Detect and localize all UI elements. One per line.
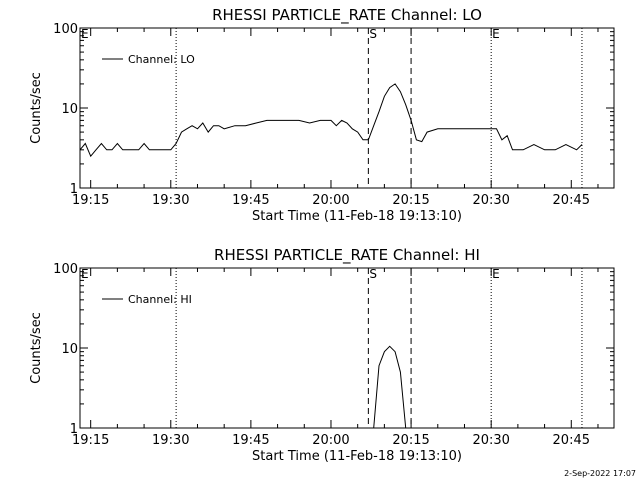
x-tick-label: 20:45 [553, 193, 590, 208]
series-line [373, 345, 407, 429]
plot-frame [79, 27, 615, 189]
y-axis-label: Counts/sec [29, 72, 44, 144]
x-tick-label: 20:30 [472, 433, 509, 448]
x-tick-label: 20:30 [472, 193, 509, 208]
y-tick-label: 10 [61, 102, 78, 117]
legend-label: Channel: LO [128, 53, 195, 66]
marker-label: E [81, 267, 89, 281]
x-tick-label: 19:45 [232, 193, 269, 208]
chart-panel-1: RHESSI PARTICLE_RATE Channel: LO 1 10 100 19… [29, 6, 615, 224]
timestamp: 2-Sep-2022 17:07 [564, 469, 636, 478]
legend-label: Channel: HI [128, 293, 192, 306]
x-tick-label: 20:45 [553, 433, 590, 448]
y-axis-label: Counts/sec [29, 312, 44, 384]
y-tick-label: 100 [53, 262, 78, 277]
x-tick-label: 19:45 [232, 433, 269, 448]
x-tick-label: 19:30 [152, 433, 189, 448]
x-axis-label: Start Time (11-Feb-18 19:13:10) [252, 209, 462, 224]
x-tick-label: 20:00 [312, 433, 349, 448]
marker-label: E [81, 27, 89, 41]
x-axis-label: Start Time (11-Feb-18 19:13:10) [252, 449, 462, 464]
y-tick-label: 10 [61, 342, 78, 357]
marker-label: E [492, 267, 500, 281]
chart-panel-2: RHESSI PARTICLE_RATE Channel: HI 1 10 100 19… [29, 246, 615, 464]
y-tick-label: 1 [70, 422, 78, 437]
x-tick-label: 19:15 [72, 193, 109, 208]
chart-title: RHESSI PARTICLE_RATE Channel: HI [214, 246, 480, 265]
x-tick-label: 20:15 [392, 193, 429, 208]
marker-label: E [492, 27, 500, 41]
x-tick-label: 19:30 [152, 193, 189, 208]
y-tick-label: 1 [70, 182, 78, 197]
marker-label: S [369, 27, 377, 41]
x-tick-label: 19:15 [72, 433, 109, 448]
x-tick-label: 20:00 [312, 193, 349, 208]
series-line [79, 83, 583, 158]
chart-title: RHESSI PARTICLE_RATE Channel: LO [212, 6, 482, 25]
plot-frame [79, 267, 615, 429]
x-tick-label: 20:15 [392, 433, 429, 448]
y-tick-label: 100 [53, 22, 78, 37]
marker-label: S [369, 267, 377, 281]
